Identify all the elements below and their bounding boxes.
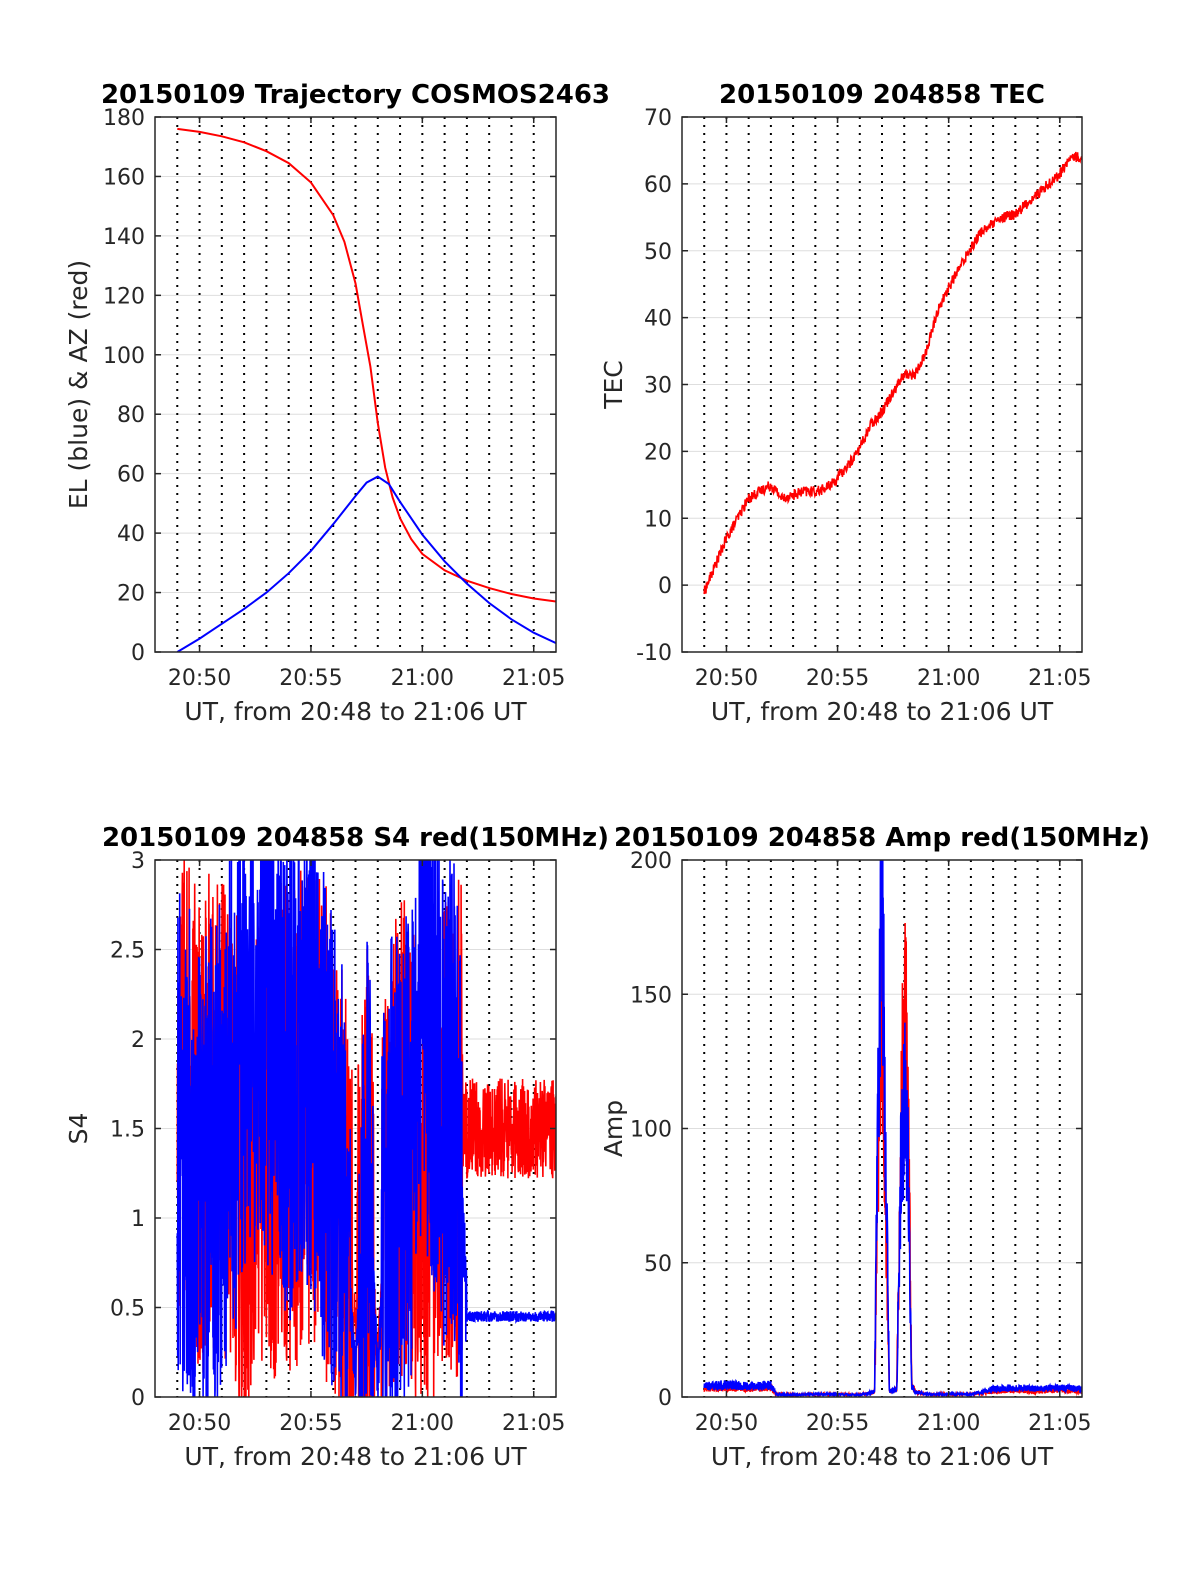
y-tick-label: 100 [630,1118,672,1143]
plot-area [176,127,556,652]
axes-frame [154,116,557,653]
y-tick-label: 1.5 [110,1118,145,1143]
x-tick-label: 21:00 [391,1411,454,1436]
y-tick-label: 2 [131,1028,145,1053]
y-tick-label: 0 [658,1386,672,1411]
y-axis-label: Amp [599,1100,628,1157]
chart-title: 20150109 204858 TEC [719,80,1045,110]
x-tick-label: 21:05 [502,666,565,691]
y-tick-label: 3 [131,849,145,874]
y-tick-label: 0 [131,1386,145,1411]
series-line [703,916,1082,1397]
y-tick-label: 100 [103,344,145,369]
series-line [176,860,556,1397]
x-tick-label: 20:55 [806,666,869,691]
y-tick-label: -10 [636,641,672,666]
series-line [177,127,556,603]
y-axis-label: TEC [599,360,628,410]
x-tick-label: 20:55 [806,1411,869,1436]
x-tick-label: 20:50 [695,1411,758,1436]
x-axis-label: UT, from 20:48 to 21:06 UT [184,1442,527,1471]
x-tick-label: 20:55 [279,666,342,691]
y-tick-label: 20 [644,440,672,465]
y-tick-label: 40 [644,307,672,332]
x-tick-label: 20:50 [168,666,231,691]
y-tick-label: 0 [658,574,672,599]
y-tick-label: 80 [117,403,145,428]
y-tick-label: 20 [117,582,145,607]
y-tick-label: 140 [103,225,145,250]
y-tick-label: 0.5 [110,1297,145,1322]
y-tick-label: 10 [644,507,672,532]
y-tick-label: 30 [644,374,672,399]
x-tick-label: 20:50 [168,1411,231,1436]
y-tick-label: 1 [131,1207,145,1232]
plot-area [703,860,1082,1397]
x-tick-label: 21:05 [1028,1411,1091,1436]
x-tick-label: 20:55 [279,1411,342,1436]
x-axis-label: UT, from 20:48 to 21:06 UT [711,1442,1054,1471]
y-tick-label: 60 [117,463,145,488]
y-tick-label: 70 [644,106,672,131]
x-tick-label: 21:00 [917,1411,980,1436]
y-tick-label: 160 [103,165,145,190]
x-tick-label: 21:05 [502,1411,565,1436]
x-tick-label: 21:05 [1028,666,1091,691]
x-axis-label: UT, from 20:48 to 21:06 UT [184,697,527,726]
x-tick-label: 20:50 [695,666,758,691]
y-tick-label: 2.5 [110,939,145,964]
chart-trajectory: 0 20 40 60 80 100 120 140 160 180 20:50 20:55 21:00 2… [64,80,610,726]
series-line [703,151,1082,595]
x-tick-label: 21:00 [391,666,454,691]
plot-area [703,151,1082,595]
chart-title: 20150109 204858 Amp red(150MHz) [614,823,1150,853]
y-tick-label: 50 [644,1252,672,1277]
y-tick-label: 40 [117,522,145,547]
chart-title: 20150109 Trajectory COSMOS2463 [101,80,610,110]
y-tick-label: 180 [103,106,145,131]
chart-s4: 0 0.5 1 1.5 2 2.5 3 20:50 20:55 21:00 21:05 2015010… [64,823,609,1471]
chart-tec: -10 0 10 20 30 40 50 60 70 20:50 20:55 21:00 21:05 20… [599,80,1091,726]
x-axis-label: UT, from 20:48 to 21:06 UT [711,697,1054,726]
y-tick-label: 120 [103,284,145,309]
series-line [703,860,1082,1397]
y-axis-label: EL (blue) & AZ (red) [64,260,93,509]
y-tick-label: 150 [630,983,672,1008]
y-tick-label: 50 [644,240,672,265]
chart-amp: 0 50 100 150 200 20:50 20:55 21:00 21:05 20150109… [599,823,1150,1471]
x-tick-label: 21:00 [917,666,980,691]
y-tick-label: 60 [644,173,672,198]
y-axis-label: S4 [64,1113,93,1145]
y-tick-label: 200 [630,849,672,874]
y-tick-label: 0 [131,641,145,666]
series-line [176,475,556,652]
chart-title: 20150109 204858 S4 red(150MHz) [102,823,609,853]
plot-area [176,860,556,1397]
